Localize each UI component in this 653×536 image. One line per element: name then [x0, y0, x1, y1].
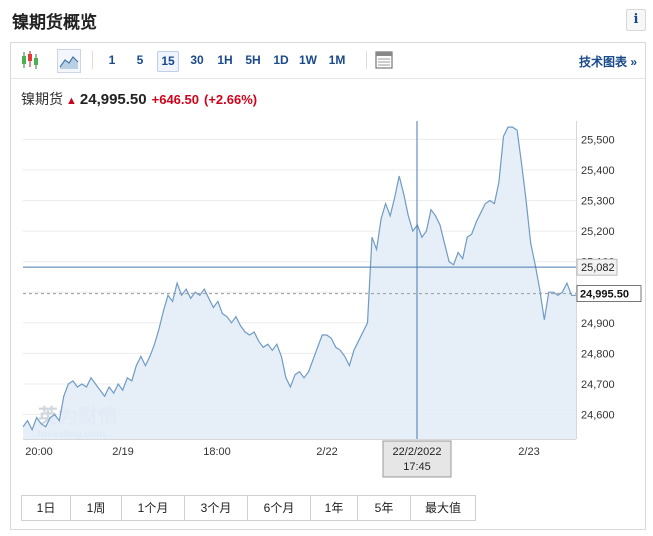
up-arrow-icon: ▲ [66, 95, 77, 107]
range-button-5[interactable]: 1年 [311, 496, 358, 520]
last-price-tag-bg [576, 285, 642, 303]
quote-header: 镍期货 ▲ 24,995.50 +646.50 (+2.66%) [21, 89, 257, 109]
interval-button-15[interactable]: 15 [157, 51, 179, 72]
toolbar-divider [92, 51, 93, 69]
area-chart-icon[interactable] [57, 49, 81, 73]
page-title: 镍期货概览 [12, 13, 97, 32]
range-button-3[interactable]: 3个月 [185, 496, 248, 520]
y-tick-label: 24,600 [581, 410, 615, 422]
last-price-tag: 24,995.50 [580, 289, 629, 301]
interval-button-1m[interactable]: 1M [328, 53, 346, 67]
crosshair-date-label: 22/2/2022 [393, 446, 442, 458]
x-tick-label: 18:00 [203, 446, 231, 458]
x-tick-label: 20:00 [25, 446, 53, 458]
y-tick-label: 24,800 [581, 348, 615, 360]
instrument-name: 镍期货 [21, 91, 63, 107]
candlestick-icon[interactable] [19, 49, 41, 71]
y-tick-label: 25,500 [581, 134, 615, 146]
y-tick-label: 24,900 [581, 318, 615, 330]
price-line [22, 126, 576, 432]
range-button-4[interactable]: 6个月 [248, 496, 311, 520]
price-chart[interactable]: 英为财情Investing.com25,50025,40025,30025,20… [11, 117, 645, 483]
range-button-6[interactable]: 5年 [358, 496, 411, 520]
range-selector: 1日 1周 1个月 3个月 6个月 1年 5年 最大值 [21, 495, 476, 521]
interval-button-1w[interactable]: 1W [299, 53, 317, 67]
table-icon[interactable] [373, 49, 395, 71]
crosshair-value-label: 25,082 [581, 262, 615, 274]
y-tick-label: 25,300 [581, 196, 615, 208]
chart-toolbar: 1 5 15 30 1H 5H 1D 1W 1M 技术图表 » [11, 43, 645, 79]
interval-button-30[interactable]: 30 [190, 53, 204, 67]
chart-panel: 1 5 15 30 1H 5H 1D 1W 1M 技术图表 » 镍期货 ▲ 24,995.50 +64… [10, 42, 646, 530]
area-fill [23, 127, 576, 439]
last-price: 24,995.50 [79, 91, 147, 108]
range-button-2[interactable]: 1个月 [122, 496, 185, 520]
toolbar-divider [366, 51, 367, 69]
info-icon[interactable]: i [626, 9, 646, 31]
crosshair-value-bg [576, 258, 618, 276]
interval-button-1h[interactable]: 1H [217, 53, 233, 67]
x-tick-label: 2/22 [316, 446, 337, 458]
price-change: +646.50 [151, 92, 199, 107]
range-button-0[interactable]: 1日 [22, 496, 71, 520]
y-tick-label: 25,400 [581, 165, 615, 177]
crosshair-time-label: 17:45 [403, 461, 431, 473]
crosshair-date-bg [382, 440, 452, 478]
x-tick-label: 2/19 [112, 446, 133, 458]
interval-button-1[interactable]: 1 [108, 53, 116, 67]
range-button-7[interactable]: 最大值 [411, 496, 475, 520]
range-button-1[interactable]: 1周 [71, 496, 122, 520]
interval-button-1d[interactable]: 1D [273, 53, 289, 67]
y-tick-label: 25,200 [581, 226, 615, 238]
x-tick-label: 2/23 [518, 446, 539, 458]
y-tick-label: 24,700 [581, 379, 615, 391]
interval-button-5[interactable]: 5 [136, 53, 144, 67]
price-change-percent: (+2.66%) [203, 92, 258, 107]
interval-button-5h[interactable]: 5H [245, 53, 261, 67]
technical-chart-link[interactable]: 技术图表 » [578, 55, 637, 69]
